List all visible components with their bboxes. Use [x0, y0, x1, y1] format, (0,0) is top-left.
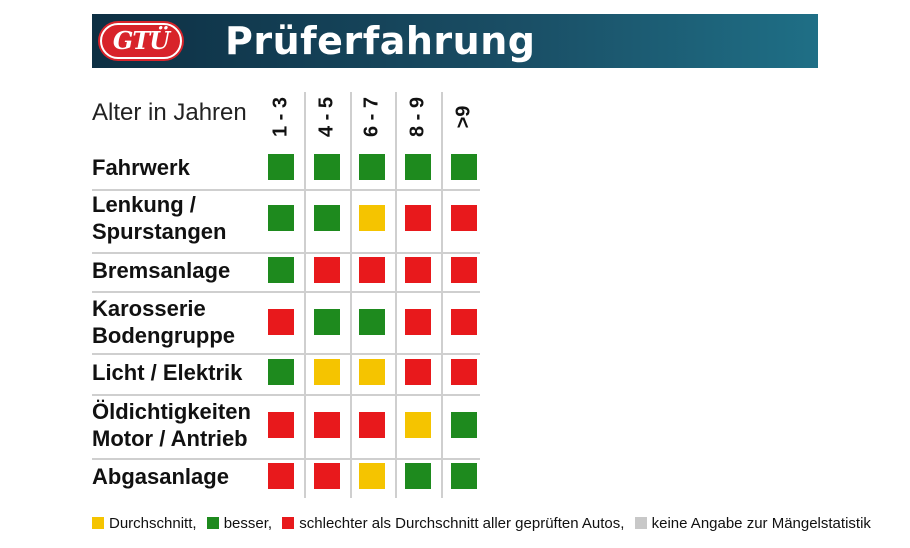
legend-text-durchschnitt: Durchschnitt, — [109, 515, 197, 532]
column-header-label: 6 - 7 — [360, 96, 383, 138]
rating-cell — [451, 154, 477, 180]
rating-cell — [405, 154, 431, 180]
corner-label: Alter in Jahren — [92, 99, 247, 126]
legend-item-keine-angabe: keine Angabe zur Mängelstatistik — [634, 514, 871, 534]
rating-cell — [451, 257, 477, 283]
rating-cell — [451, 359, 477, 385]
column-header: >9 — [441, 92, 487, 142]
page-title: Prüferfahrung — [225, 19, 536, 63]
rating-cell — [405, 309, 431, 335]
row-label: Bremsanlage — [92, 257, 231, 283]
rating-cell — [451, 205, 477, 231]
row-label: Öldichtigkeiten — [92, 399, 251, 424]
column-header: 6 - 7 — [349, 92, 395, 142]
column-header-label: 8 - 9 — [406, 96, 429, 138]
rating-cell — [268, 205, 294, 231]
legend: Durchschnitt, besser, schlechter als Dur… — [92, 514, 877, 534]
legend-swatch-keine-angabe — [634, 517, 647, 529]
rating-cell — [268, 309, 294, 335]
row-label: Spurstangen — [92, 219, 227, 244]
rating-cell — [359, 412, 385, 438]
column-header-label: 4 - 5 — [315, 96, 338, 138]
row-label: Abgasanlage — [92, 463, 229, 489]
row-label: Bodengruppe — [92, 323, 235, 348]
column-divider — [395, 92, 397, 498]
rating-cell — [451, 309, 477, 335]
rating-cell — [268, 359, 294, 385]
legend-swatch-besser — [206, 517, 219, 529]
row-label: Lenkung / — [92, 192, 196, 217]
rating-cell — [359, 309, 385, 335]
rating-cell — [359, 154, 385, 180]
rating-cell — [314, 257, 340, 283]
rating-cell — [314, 154, 340, 180]
legend-swatch-durchschnitt — [92, 517, 104, 529]
legend-item-besser: besser, — [206, 514, 273, 534]
rating-cell — [359, 359, 385, 385]
rating-cell — [359, 205, 385, 231]
column-header: 4 - 5 — [304, 92, 350, 142]
column-header-label: 1 - 3 — [269, 96, 292, 138]
column-header: 1 - 3 — [258, 92, 304, 142]
row-label: Fahrwerk — [92, 154, 190, 180]
rating-cell — [405, 412, 431, 438]
legend-text-keine-angabe: keine Angabe zur Mängelstatistik — [651, 515, 871, 532]
row-divider — [92, 291, 480, 293]
column-header-label: >9 — [452, 105, 475, 129]
rating-cell — [405, 257, 431, 283]
column-divider — [441, 92, 443, 498]
rating-cell — [268, 154, 294, 180]
row-divider — [92, 394, 480, 396]
rating-cell — [359, 257, 385, 283]
rating-cell — [268, 412, 294, 438]
row-label: Karosserie — [92, 296, 206, 321]
row-label: Licht / Elektrik — [92, 359, 243, 385]
column-divider — [304, 92, 306, 498]
rating-cell — [268, 463, 294, 489]
rating-cell — [451, 412, 477, 438]
rating-cell — [405, 359, 431, 385]
legend-text-besser: besser, — [223, 515, 273, 532]
column-header: 8 - 9 — [395, 92, 441, 142]
rating-cell — [314, 205, 340, 231]
gtu-logo: GTÜ — [100, 23, 182, 59]
column-divider — [350, 92, 352, 498]
legend-item-schlechter: schlechter als Durchschnitt aller geprüf… — [282, 514, 624, 534]
rating-cell — [451, 463, 477, 489]
row-divider — [92, 189, 480, 191]
row-divider — [92, 252, 480, 254]
row-divider — [92, 458, 480, 460]
row-label: Motor / Antrieb — [92, 426, 248, 451]
rating-cell — [314, 412, 340, 438]
rating-cell — [268, 257, 294, 283]
rating-cell — [314, 359, 340, 385]
row-divider — [92, 353, 480, 355]
rating-cell — [314, 463, 340, 489]
rating-cell — [405, 463, 431, 489]
legend-text-schlechter: schlechter als Durchschnitt aller geprüf… — [299, 515, 625, 532]
legend-swatch-schlechter — [282, 517, 295, 529]
rating-cell — [314, 309, 340, 335]
rating-cell — [405, 205, 431, 231]
header-banner: GTÜ Prüferfahrung — [92, 14, 818, 68]
legend-item-durchschnitt: Durchschnitt, — [92, 514, 197, 534]
rating-cell — [359, 463, 385, 489]
